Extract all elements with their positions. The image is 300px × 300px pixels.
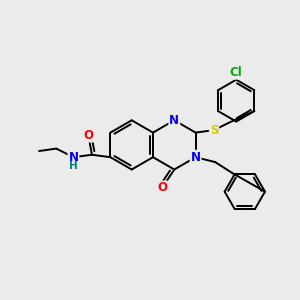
Text: N: N	[68, 151, 79, 164]
Text: N: N	[169, 114, 179, 127]
Text: N: N	[190, 151, 201, 164]
Text: O: O	[83, 129, 93, 142]
Text: O: O	[157, 182, 167, 194]
Text: S: S	[210, 124, 218, 136]
Text: Cl: Cl	[230, 66, 243, 79]
Text: H: H	[69, 160, 78, 171]
